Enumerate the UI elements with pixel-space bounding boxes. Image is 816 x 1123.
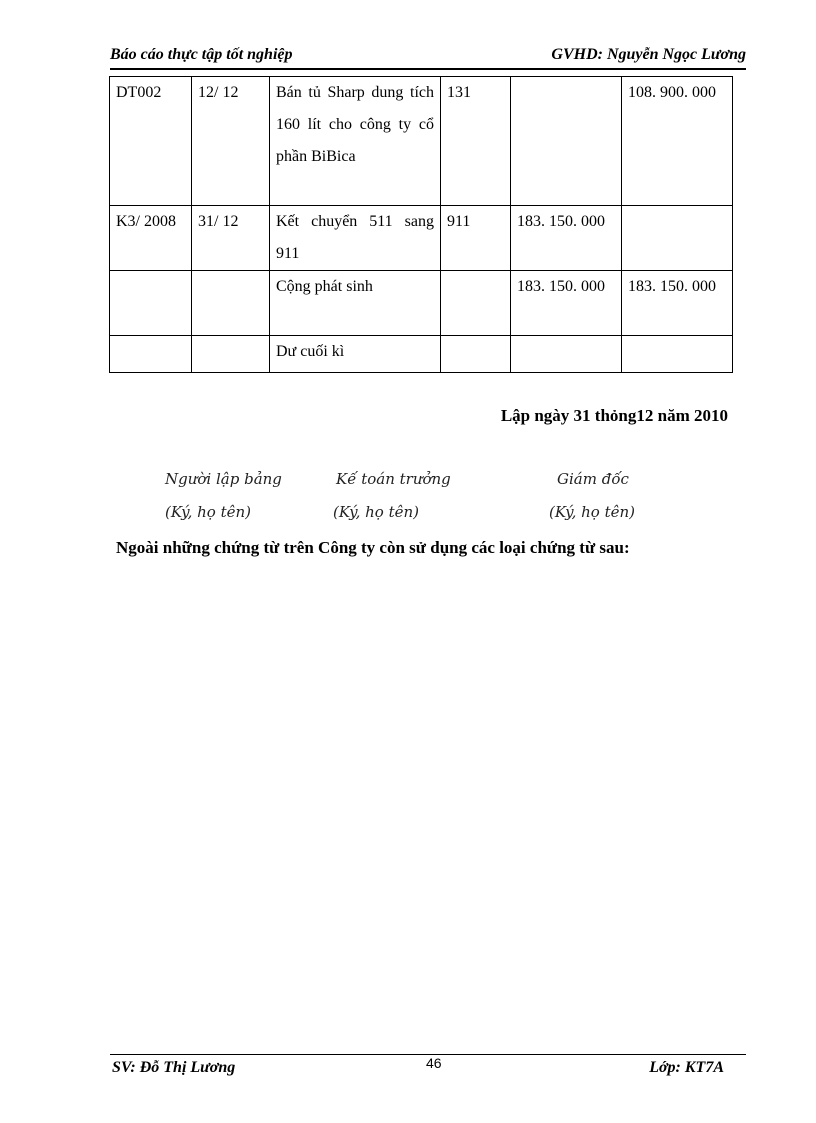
table-cell: [109, 335, 192, 373]
table-cell: 183. 150. 000: [510, 270, 622, 336]
ledger-table: DT002 12/ 12 Bán tủ Sharp dung tích 160 lí…: [109, 76, 733, 373]
signature-note-chief-accountant: (Ký, họ tên): [333, 503, 419, 521]
table-cell: [510, 335, 622, 373]
table-row: Dư cuối kì: [109, 335, 733, 373]
footer-student: SV: Đỗ Thị Lương: [112, 1059, 236, 1076]
table-row: Cộng phát sinh 183. 150. 000 183. 150. 000: [109, 270, 733, 336]
table-cell: [109, 270, 192, 336]
header-supervisor: GVHD: Nguyễn Ngọc Lương: [551, 46, 746, 63]
table-cell: [191, 335, 270, 373]
header-report-title: Báo cáo thực tập tốt nghiệp: [110, 46, 293, 63]
signature-title-chief-accountant: Kế toán trưởng: [336, 470, 451, 488]
table-row: DT002 12/ 12 Bán tủ Sharp dung tích 160 lí…: [109, 76, 733, 206]
table-cell: 911: [440, 205, 511, 271]
table-cell: 12/ 12: [191, 76, 270, 206]
table-cell: [510, 76, 622, 206]
table-cell: [621, 335, 733, 373]
table-cell: Bán tủ Sharp dung tích 160 lít cho công …: [269, 76, 441, 206]
table-cell: 183. 150. 000: [621, 270, 733, 336]
footer-class: Lớp: KT7A: [649, 1059, 724, 1076]
signature-note-preparer: (Ký, họ tên): [165, 503, 251, 521]
signature-title-preparer: Người lập bảng: [165, 470, 282, 488]
body-paragraph: Ngoài những chứng từ trên Công ty còn sử…: [116, 538, 630, 557]
table-cell: Cộng phát sinh: [269, 270, 441, 336]
page-header: Báo cáo thực tập tốt nghiệp GVHD: Nguyễn…: [110, 44, 746, 70]
table-cell: DT002: [109, 76, 192, 206]
signature-note-director: (Ký, họ tên): [549, 503, 635, 521]
table-cell: 108. 900. 000: [621, 76, 733, 206]
date-line: Lập ngày 31 thỏng12 năm 2010: [500, 406, 728, 425]
table-cell: Kết chuyển 511 sang 911: [269, 205, 441, 271]
table-cell: 183. 150. 000: [510, 205, 622, 271]
table-cell: Dư cuối kì: [269, 335, 441, 373]
table-cell: [191, 270, 270, 336]
table-row: K3/ 2008 31/ 12 Kết chuyển 511 sang 911 911…: [109, 205, 733, 271]
page-footer: SV: Đỗ Thị Lương 46 Lớp: KT7A: [110, 1054, 746, 1076]
table-cell: 31/ 12: [191, 205, 270, 271]
signature-title-director: Giám đốc: [557, 470, 629, 488]
table-cell: K3/ 2008: [109, 205, 192, 271]
table-cell: 131: [440, 76, 511, 206]
page-number: 46: [426, 1055, 442, 1071]
table-cell: [440, 270, 511, 336]
table-cell: [621, 205, 733, 271]
table-cell: [440, 335, 511, 373]
